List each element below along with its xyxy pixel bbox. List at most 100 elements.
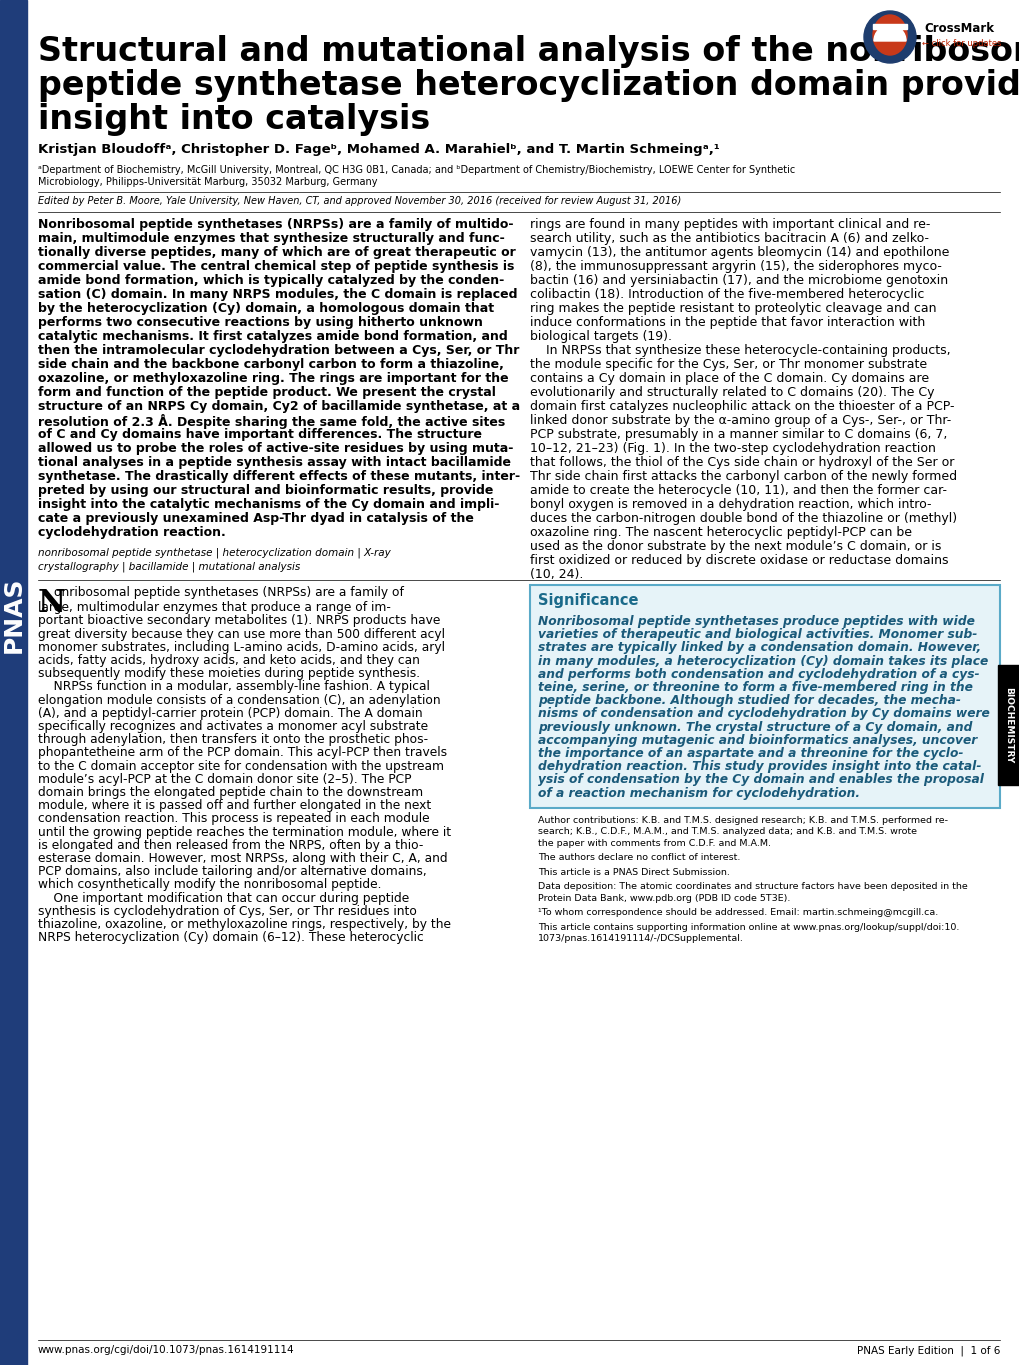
Text: performs two consecutive reactions by using hitherto unknown: performs two consecutive reactions by us… — [38, 317, 482, 329]
Text: induce conformations in the peptide that favor interaction with: induce conformations in the peptide that… — [530, 317, 924, 329]
Text: then the intramolecular cyclodehydration between a Cys, Ser, or Thr: then the intramolecular cyclodehydration… — [38, 344, 519, 358]
Text: module’s acyl-PCP at the C domain donor site (2–5). The PCP: module’s acyl-PCP at the C domain donor … — [38, 773, 411, 786]
Text: main, multimodule enzymes that synthesize structurally and func-: main, multimodule enzymes that synthesiz… — [38, 232, 504, 244]
Text: cyclodehydration reaction.: cyclodehydration reaction. — [38, 526, 225, 539]
Text: ysis of condensation by the Cy domain and enables the proposal: ysis of condensation by the Cy domain an… — [537, 774, 983, 786]
Text: until the growing peptide reaches the termination module, where it: until the growing peptide reaches the te… — [38, 826, 450, 838]
Ellipse shape — [872, 15, 906, 55]
Text: Nonribosomal peptide synthetases produce peptides with wide: Nonribosomal peptide synthetases produce… — [537, 616, 974, 628]
Text: ← click for updates: ← click for updates — [921, 38, 1001, 48]
Text: insight into the catalytic mechanisms of the Cy domain and impli-: insight into the catalytic mechanisms of… — [38, 498, 499, 511]
Text: commercial value. The central chemical step of peptide synthesis is: commercial value. The central chemical s… — [38, 259, 514, 273]
Text: ¹To whom correspondence should be addressed. Email: martin.schmeing@mcgill.ca.: ¹To whom correspondence should be addres… — [537, 908, 937, 917]
Text: that follows, the thiol of the Cys side chain or hydroxyl of the Ser or: that follows, the thiol of the Cys side … — [530, 456, 954, 470]
Text: insight into catalysis: insight into catalysis — [38, 102, 430, 136]
Text: acids, fatty acids, hydroxy acids, and keto acids, and they can: acids, fatty acids, hydroxy acids, and k… — [38, 654, 420, 667]
Text: which cosynthetically modify the nonribosomal peptide.: which cosynthetically modify the nonribo… — [38, 879, 381, 891]
Text: evolutionarily and structurally related to C domains (20). The Cy: evolutionarily and structurally related … — [530, 386, 933, 399]
Text: search utility, such as the antibiotics bacitracin A (6) and zelko-: search utility, such as the antibiotics … — [530, 232, 928, 244]
Bar — [0, 0, 26, 1365]
Text: by the heterocyclization (Cy) domain, a homologous domain that: by the heterocyclization (Cy) domain, a … — [38, 302, 493, 315]
Text: to the C domain acceptor site for condensation with the upstream: to the C domain acceptor site for conden… — [38, 759, 443, 773]
Text: bonyl oxygen is removed in a dehydration reaction, which intro-: bonyl oxygen is removed in a dehydration… — [530, 498, 930, 511]
Text: oxazoline ring. The nascent heterocyclic peptidyl-PCP can be: oxazoline ring. The nascent heterocyclic… — [530, 526, 911, 539]
Text: crystallography | bacillamide | mutational analysis: crystallography | bacillamide | mutation… — [38, 561, 300, 572]
Text: NRPSs function in a modular, assembly-line fashion. A typical: NRPSs function in a modular, assembly-li… — [38, 680, 429, 693]
Text: This article is a PNAS Direct Submission.: This article is a PNAS Direct Submission… — [537, 868, 730, 876]
Text: cate a previously unexamined Asp-Thr dyad in catalysis of the: cate a previously unexamined Asp-Thr dya… — [38, 512, 474, 526]
Text: used as the donor substrate by the next module’s C domain, or is: used as the donor substrate by the next … — [530, 541, 941, 553]
Text: Structural and mutational analysis of the nonribosomal: Structural and mutational analysis of th… — [38, 35, 1019, 68]
Text: first oxidized or reduced by discrete oxidase or reductase domains: first oxidized or reduced by discrete ox… — [530, 554, 948, 566]
Text: structure of an NRPS Cy domain, Cy2 of bacillamide synthetase, at a: structure of an NRPS Cy domain, Cy2 of b… — [38, 400, 520, 414]
Text: Microbiology, Philipps-Universität Marburg, 35032 Marburg, Germany: Microbiology, Philipps-Universität Marbu… — [38, 177, 377, 187]
Text: and performs both condensation and cyclodehydration of a cys-: and performs both condensation and cyclo… — [537, 667, 978, 681]
Text: Thr side chain first attacks the carbonyl carbon of the newly formed: Thr side chain first attacks the carbony… — [530, 470, 956, 483]
Text: duces the carbon-nitrogen double bond of the thiazoline or (methyl): duces the carbon-nitrogen double bond of… — [530, 512, 956, 526]
Text: accompanying mutagenic and bioinformatics analyses, uncover: accompanying mutagenic and bioinformatic… — [537, 734, 976, 747]
Text: large, multimodular enzymes that produce a range of im-: large, multimodular enzymes that produce… — [38, 601, 390, 614]
Text: side chain and the backbone carbonyl carbon to form a thiazoline,: side chain and the backbone carbonyl car… — [38, 358, 503, 371]
Text: tionally diverse peptides, many of which are of great therapeutic or: tionally diverse peptides, many of which… — [38, 246, 516, 259]
Text: subsequently modify these moieties during peptide synthesis.: subsequently modify these moieties durin… — [38, 667, 420, 680]
Text: CrossMark: CrossMark — [923, 22, 994, 35]
Text: rings are found in many peptides with important clinical and re-: rings are found in many peptides with im… — [530, 218, 929, 231]
Text: 1073/pnas.1614191114/-/DCSupplemental.: 1073/pnas.1614191114/-/DCSupplemental. — [537, 934, 743, 943]
Text: NRPS heterocyclization (Cy) domain (6–12). These heterocyclic: NRPS heterocyclization (Cy) domain (6–12… — [38, 931, 423, 945]
Text: domain first catalyzes nucleophilic attack on the thioester of a PCP-: domain first catalyzes nucleophilic atta… — [530, 400, 954, 414]
Text: biological targets (19).: biological targets (19). — [530, 330, 672, 343]
Text: amide bond formation, which is typically catalyzed by the conden-: amide bond formation, which is typically… — [38, 274, 503, 287]
Text: esterase domain. However, most NRPSs, along with their C, A, and: esterase domain. However, most NRPSs, al… — [38, 852, 447, 865]
Text: varieties of therapeutic and biological activities. Monomer sub-: varieties of therapeutic and biological … — [537, 628, 976, 642]
Text: domain brings the elongated peptide chain to the downstream: domain brings the elongated peptide chai… — [38, 786, 423, 799]
Text: One important modification that can occur during peptide: One important modification that can occu… — [38, 891, 409, 905]
Text: Significance: Significance — [537, 592, 638, 607]
Text: great diversity because they can use more than 500 different acyl: great diversity because they can use mor… — [38, 628, 444, 640]
Text: nonribosomal peptide synthetase | heterocyclization domain | X-ray: nonribosomal peptide synthetase | hetero… — [38, 547, 390, 558]
Text: catalytic mechanisms. It first catalyzes amide bond formation, and: catalytic mechanisms. It first catalyzes… — [38, 330, 507, 343]
Text: sation (C) domain. In many NRPS modules, the C domain is replaced: sation (C) domain. In many NRPS modules,… — [38, 288, 517, 302]
Text: peptide synthetase heterocyclization domain provides: peptide synthetase heterocyclization dom… — [38, 70, 1019, 102]
Text: condensation reaction. This process is repeated in each module: condensation reaction. This process is r… — [38, 812, 429, 826]
Circle shape — [863, 11, 915, 63]
FancyBboxPatch shape — [530, 586, 999, 808]
Text: the paper with comments from C.D.F. and M.A.M.: the paper with comments from C.D.F. and … — [537, 839, 770, 848]
Text: bactin (16) and yersiniabactin (17), and the microbiome genotoxin: bactin (16) and yersiniabactin (17), and… — [530, 274, 948, 287]
Text: BIOCHEMISTRY: BIOCHEMISTRY — [1004, 687, 1013, 763]
Text: strates are typically linked by a condensation domain. However,: strates are typically linked by a conden… — [537, 642, 980, 654]
Text: synthesis is cyclodehydration of Cys, Ser, or Thr residues into: synthesis is cyclodehydration of Cys, Se… — [38, 905, 417, 917]
Text: specifically recognizes and activates a monomer acyl substrate: specifically recognizes and activates a … — [38, 719, 428, 733]
Text: Nonribosomal peptide synthetases (NRPSs) are a family of multido-: Nonribosomal peptide synthetases (NRPSs)… — [38, 218, 513, 231]
Text: the importance of an aspartate and a threonine for the cyclo-: the importance of an aspartate and a thr… — [537, 747, 963, 760]
Text: is elongated and then released from the NRPS, often by a thio-: is elongated and then released from the … — [38, 839, 423, 852]
Text: allowed us to probe the roles of active-site residues by using muta-: allowed us to probe the roles of active-… — [38, 442, 513, 455]
Text: the module specific for the Cys, Ser, or Thr monomer substrate: the module specific for the Cys, Ser, or… — [530, 358, 926, 371]
Text: form and function of the peptide product. We present the crystal: form and function of the peptide product… — [38, 386, 495, 399]
Text: In NRPSs that synthesize these heterocycle-containing products,: In NRPSs that synthesize these heterocyc… — [530, 344, 950, 358]
Text: module, where it is passed off and further elongated in the next: module, where it is passed off and furth… — [38, 799, 431, 812]
Text: PCP substrate, presumably in a manner similar to C domains (6, 7,: PCP substrate, presumably in a manner si… — [530, 429, 947, 441]
Text: colibactin (18). Introduction of the five-membered heterocyclic: colibactin (18). Introduction of the fiv… — [530, 288, 923, 302]
Text: monomer substrates, including L-amino acids, D-amino acids, aryl: monomer substrates, including L-amino ac… — [38, 640, 444, 654]
Text: The authors declare no conflict of interest.: The authors declare no conflict of inter… — [537, 853, 740, 863]
Text: phopantetheine arm of the PCP domain. This acyl-PCP then travels: phopantetheine arm of the PCP domain. Th… — [38, 747, 446, 759]
Text: (10, 24).: (10, 24). — [530, 568, 583, 581]
Wedge shape — [873, 25, 905, 41]
Text: PNAS Early Edition  |  1 of 6: PNAS Early Edition | 1 of 6 — [856, 1345, 999, 1355]
Text: in many modules, a heterocyclization (Cy) domain takes its place: in many modules, a heterocyclization (Cy… — [537, 655, 987, 667]
Text: Edited by Peter B. Moore, Yale University, New Haven, CT, and approved November : Edited by Peter B. Moore, Yale Universit… — [38, 197, 681, 206]
Text: www.pnas.org/cgi/doi/10.1073/pnas.1614191114: www.pnas.org/cgi/doi/10.1073/pnas.161419… — [38, 1345, 294, 1355]
Text: Downloaded by guest on September 28, 2021: Downloaded by guest on September 28, 202… — [4, 785, 10, 946]
Text: resolution of 2.3 Å. Despite sharing the same fold, the active sites: resolution of 2.3 Å. Despite sharing the… — [38, 414, 504, 429]
Text: of C and Cy domains have important differences. The structure: of C and Cy domains have important diffe… — [38, 429, 482, 441]
Text: N: N — [38, 588, 66, 618]
Text: through adenylation, then transfers it onto the prosthetic phos-: through adenylation, then transfers it o… — [38, 733, 428, 747]
Text: linked donor substrate by the α-amino group of a Cys-, Ser-, or Thr-: linked donor substrate by the α-amino gr… — [530, 414, 951, 427]
Text: synthetase. The drastically different effects of these mutants, inter-: synthetase. The drastically different ef… — [38, 470, 520, 483]
Text: elongation module consists of a condensation (C), an adenylation: elongation module consists of a condensa… — [38, 693, 440, 707]
Text: search; K.B., C.D.F., M.A.M., and T.M.S. analyzed data; and K.B. and T.M.S. wrot: search; K.B., C.D.F., M.A.M., and T.M.S.… — [537, 827, 916, 837]
Text: thiazoline, oxazoline, or methyloxazoline rings, respectively, by the: thiazoline, oxazoline, or methyloxazolin… — [38, 919, 450, 931]
Text: oxazoline, or methyloxazoline ring. The rings are important for the: oxazoline, or methyloxazoline ring. The … — [38, 373, 508, 385]
Text: (8), the immunosuppressant argyrin (15), the siderophores myco-: (8), the immunosuppressant argyrin (15),… — [530, 259, 941, 273]
Text: ring makes the peptide resistant to proteolytic cleavage and can: ring makes the peptide resistant to prot… — [530, 302, 935, 315]
